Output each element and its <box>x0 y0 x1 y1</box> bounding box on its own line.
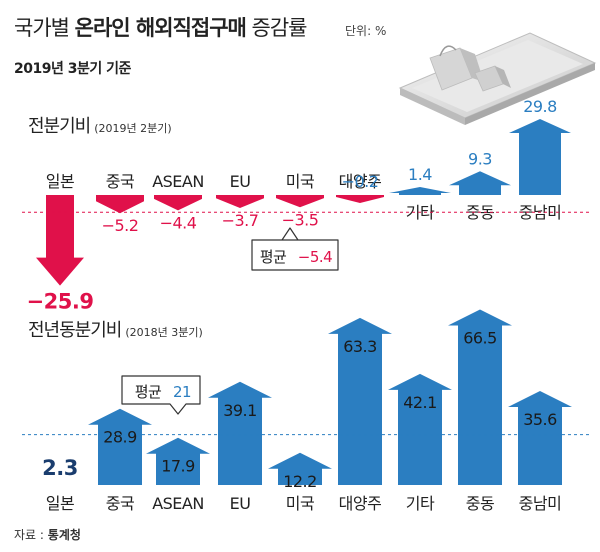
category-label-qoq-4: 미국 <box>286 172 314 191</box>
average-label-yoy: 평균 <box>135 383 162 401</box>
average-value-qoq: −5.4 <box>298 248 332 266</box>
value-label-qoq-3: −3.7 <box>222 211 259 230</box>
section-title-qoq-main: 전분기비 <box>28 116 91 137</box>
bar-yoy-1 <box>88 408 152 485</box>
bar-qoq-8 <box>509 119 571 195</box>
bar-qoq-7 <box>449 171 511 195</box>
value-label-qoq-5: −0.2 <box>342 172 379 191</box>
average-callout-yoy <box>121 375 201 415</box>
section-title-yoy-main: 전년동분기비 <box>28 320 122 341</box>
bar-qoq-2 <box>154 195 202 211</box>
category-label-yoy-2: ASEAN <box>152 494 204 513</box>
value-label-qoq-0: −25.9 <box>27 290 94 314</box>
title-highlight: 온라인 해외직접구매 <box>74 16 247 40</box>
bar-qoq-6 <box>389 187 451 195</box>
value-label-yoy-5: 63.3 <box>343 337 377 356</box>
value-label-yoy-4: 12.2 <box>283 472 317 491</box>
bar-yoy-7 <box>448 309 512 485</box>
unit-label: 단위: % <box>345 24 387 38</box>
bar-yoy-8 <box>508 391 572 485</box>
source-label: 자료 : <box>14 528 44 542</box>
bar-qoq-5 <box>336 195 384 203</box>
source-name: 통계청 <box>47 528 81 542</box>
average-label-qoq: 평균 <box>260 248 287 266</box>
bar-yoy-3 <box>208 381 272 485</box>
category-label-yoy-0: 일본 <box>46 494 74 513</box>
value-label-qoq-6: 1.4 <box>408 165 432 184</box>
category-label-yoy-5: 대양주 <box>339 494 382 513</box>
category-label-yoy-3: EU <box>230 494 251 513</box>
category-label-yoy-1: 중국 <box>106 494 134 513</box>
category-label-qoq-0: 일본 <box>46 172 74 191</box>
average-value-yoy: 21 <box>173 383 191 401</box>
value-label-yoy-2: 17.9 <box>161 457 195 476</box>
value-label-yoy-1: 28.9 <box>103 428 137 447</box>
section-title-yoy: 전년동분기비 (2018년 3분기) <box>28 316 203 342</box>
bar-qoq-3 <box>216 195 264 208</box>
category-label-yoy-4: 미국 <box>286 494 314 513</box>
bar-yoy-6 <box>388 373 452 485</box>
bar-yoy-5 <box>328 317 392 485</box>
chart-title: 국가별 온라인 해외직접구매 증감률 <box>14 12 308 42</box>
category-label-qoq-3: EU <box>230 172 251 191</box>
phone-shopping-illustration <box>398 32 597 125</box>
category-label-yoy-6: 기타 <box>406 494 435 513</box>
source-note: 자료 : 통계청 <box>14 526 81 543</box>
bar-yoy-2 <box>146 437 210 485</box>
section-title-qoq-sub: (2019년 2분기) <box>94 122 172 135</box>
average-callout-qoq <box>251 227 339 271</box>
value-label-yoy-6: 42.1 <box>403 393 437 412</box>
value-label-yoy-0: 2.3 <box>42 456 78 480</box>
category-label-qoq-2: ASEAN <box>152 172 204 191</box>
bar-qoq-0 <box>36 195 84 286</box>
category-label-yoy-8: 중남미 <box>519 494 562 513</box>
value-label-yoy-3: 39.1 <box>223 401 257 420</box>
bar-yoy-4 <box>268 452 332 485</box>
category-label-qoq-1: 중국 <box>106 172 134 191</box>
value-label-yoy-7: 66.5 <box>463 328 497 347</box>
title-prefix: 국가별 <box>14 16 70 40</box>
section-title-qoq: 전분기비 (2019년 2분기) <box>28 112 172 138</box>
value-label-yoy-8: 35.6 <box>523 410 557 429</box>
category-label-qoq-5: 대양주 <box>339 172 382 191</box>
value-label-qoq-4: −3.5 <box>282 210 319 229</box>
section-title-yoy-sub: (2018년 3분기) <box>125 326 203 339</box>
category-label-yoy-7: 중동 <box>466 494 494 513</box>
bar-qoq-4 <box>276 195 324 208</box>
value-label-qoq-7: 9.3 <box>468 149 492 168</box>
value-label-qoq-1: −5.2 <box>102 216 139 235</box>
title-suffix: 증감률 <box>251 16 308 40</box>
bar-qoq-1 <box>96 195 144 214</box>
value-label-qoq-8: 29.8 <box>523 97 557 116</box>
chart-subtitle: 2019년 3분기 기준 <box>14 61 131 77</box>
value-label-qoq-2: −4.4 <box>160 213 197 232</box>
